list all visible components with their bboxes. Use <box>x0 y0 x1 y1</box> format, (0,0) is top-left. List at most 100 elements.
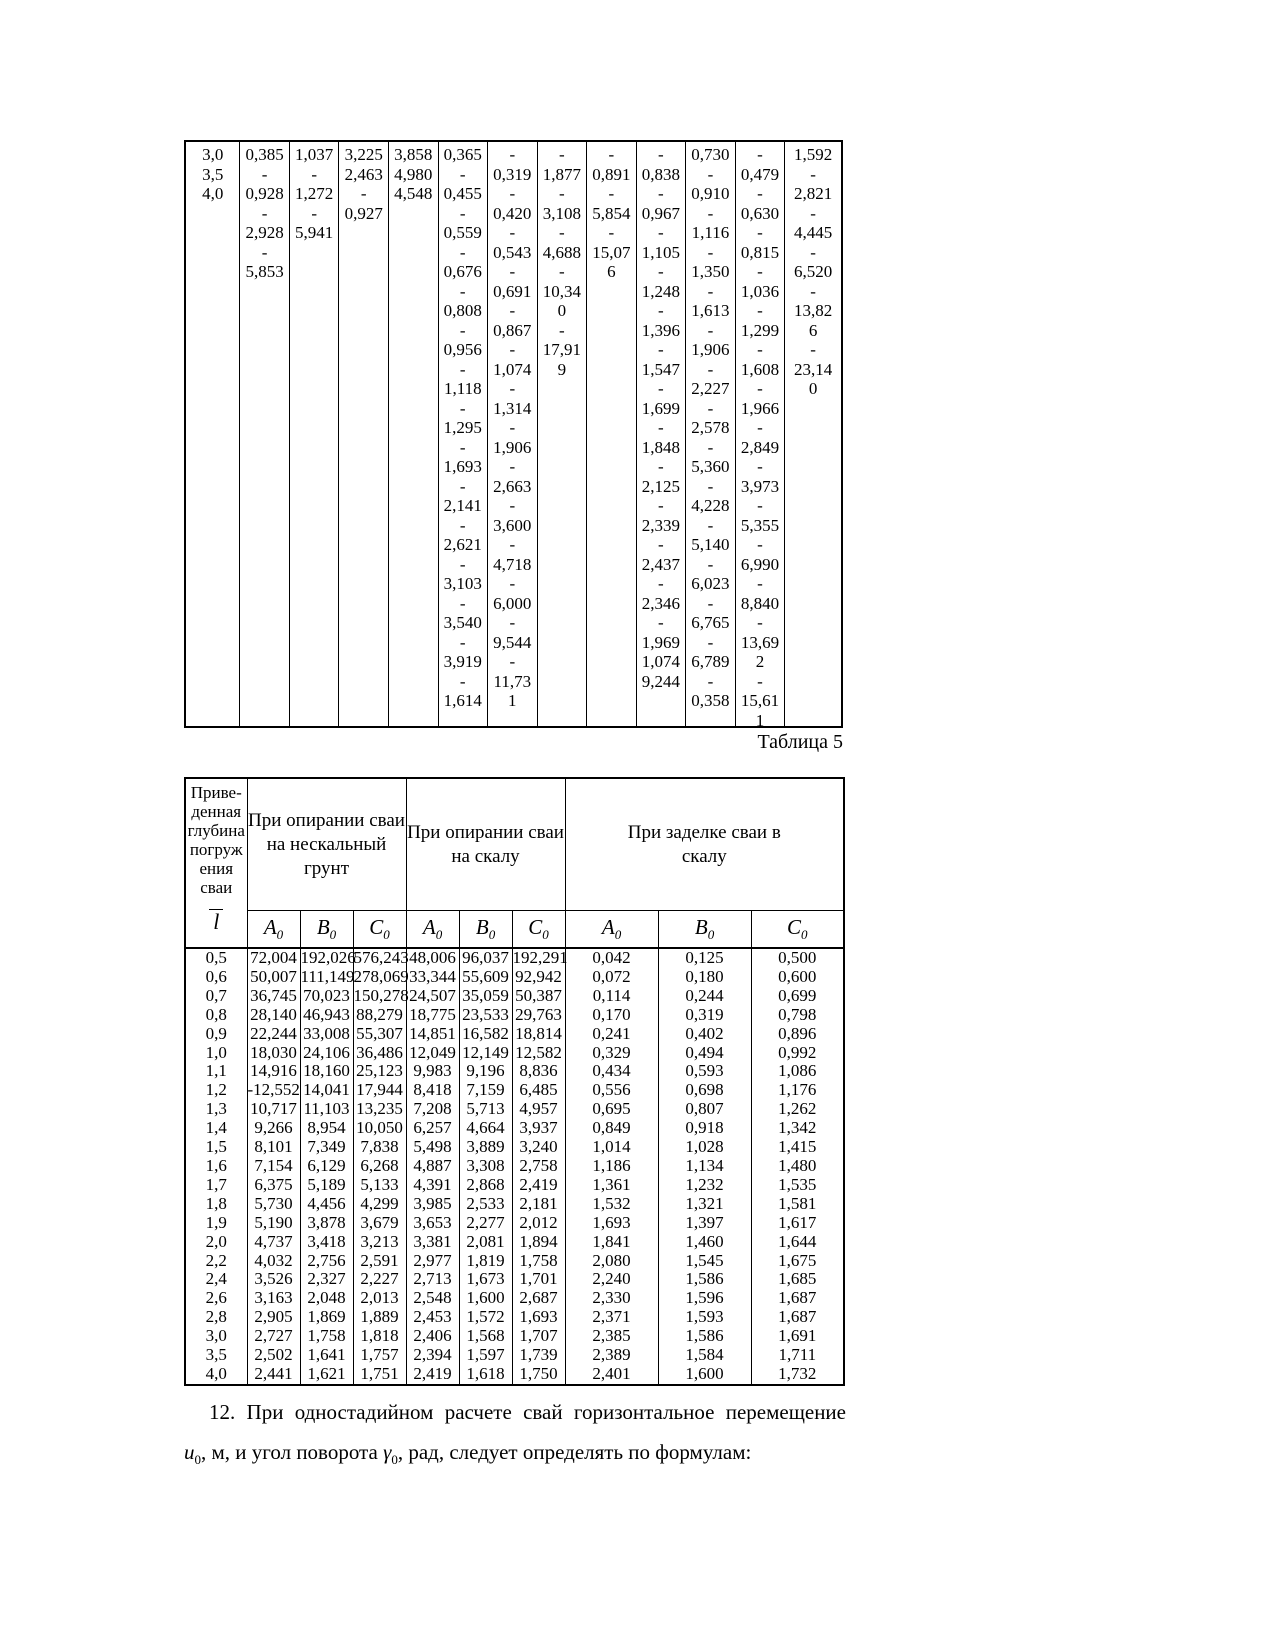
table1-cell-line: - <box>459 515 466 535</box>
subheader-B0: B0 <box>299 910 354 949</box>
table1-cell-line: 2,437 <box>641 554 681 574</box>
table1-cell-line: - <box>707 671 714 691</box>
table5-rowheader-cell: Приве-денная глубина погруж ения сваи l <box>184 777 248 949</box>
table5-value-cell: 3,240 <box>511 1137 566 1157</box>
table5-value-cell: 3,526 <box>246 1270 301 1290</box>
subheader-A0: A0 <box>564 910 659 949</box>
table1-cell-line: - <box>509 340 516 359</box>
table5-value-cell: 3,381 <box>405 1232 460 1252</box>
table1-cell-line: 1,295 <box>443 418 482 437</box>
table5-value-cell: 1,086 <box>750 1062 845 1082</box>
table5-value-cell: 29,763 <box>511 1005 566 1025</box>
table5-value-cell: 25,123 <box>352 1062 407 1082</box>
rowheader-line: глубина <box>187 821 245 840</box>
table5-value-cell: 28,140 <box>246 1005 301 1025</box>
table5-value-cell: 5,498 <box>405 1137 460 1157</box>
table1-cell-line: - <box>459 164 466 184</box>
table1-cell-line: 0,867 <box>493 320 532 340</box>
table1-cell-line: 3,5 <box>202 164 224 184</box>
table1-cell-line: 6,023 <box>691 574 730 593</box>
table5-value-cell: 3,308 <box>458 1156 513 1176</box>
table1-cell-line: 3,0 <box>202 145 224 164</box>
table5-depth-cell: 2,6 <box>184 1288 248 1309</box>
table1-cell-line: - <box>261 164 268 184</box>
table5-value-cell: -12,552 <box>246 1080 301 1101</box>
table5-depth-cell: 2,0 <box>184 1232 248 1252</box>
table1-column: 3,0 3,5 4,0 <box>186 142 241 726</box>
table5-value-cell: 0,699 <box>750 986 845 1006</box>
table5-row: 2,4 3,526 2,327 2,227 2,713 1,673 1,701 2,240 1,… <box>184 1270 845 1290</box>
table1-cell-line: 15,07 <box>592 242 631 262</box>
table5-depth-cell: 1,2 <box>184 1080 248 1101</box>
u-subscript: 0 <box>194 1452 202 1468</box>
table5-value-cell: 1,572 <box>458 1307 513 1328</box>
table5-value-cell: 2,713 <box>405 1270 460 1290</box>
table5-value-cell: 50,387 <box>511 986 566 1006</box>
table5-value-cell: 6,129 <box>299 1156 354 1176</box>
table5-value-cell: 2,080 <box>564 1251 659 1271</box>
table1-cell-line: - <box>658 418 664 437</box>
table5-value-cell: 2,330 <box>564 1288 659 1309</box>
table5-depth-cell: 1,5 <box>184 1137 248 1157</box>
table5-value-cell: 0,698 <box>657 1080 752 1101</box>
table5-depth-cell: 3,5 <box>184 1345 248 1365</box>
table1-cell-line: 6,789 <box>691 652 730 671</box>
table5-value-cell: 0,170 <box>564 1005 659 1025</box>
table5-value-cell: 1,894 <box>511 1232 566 1252</box>
table5-row: 0,8 28,140 46,943 88,279 18,775 23,533 29,763 0… <box>184 1005 845 1025</box>
table5-value-cell: 4,032 <box>246 1251 301 1271</box>
table5-value-cell: 14,851 <box>405 1024 460 1044</box>
table1-cell-line: 0,543 <box>493 242 532 262</box>
table5-value-cell: 0,180 <box>657 967 752 987</box>
table5-value-cell: 2,327 <box>299 1270 354 1290</box>
table1-cell-line: 0,479 <box>740 164 780 184</box>
table1-cell-line: - <box>459 398 466 418</box>
table1-cell-line: - <box>608 184 615 203</box>
table1-cell-line: - <box>459 437 466 457</box>
table1-cell-line: - <box>658 496 664 515</box>
table5-value-cell: 88,279 <box>352 1005 407 1025</box>
table5-row: 3,5 2,502 1,641 1,757 2,394 1,597 1,739 2,389 1,… <box>184 1345 845 1365</box>
table5-value-cell: 18,030 <box>246 1043 301 1063</box>
table1-cell-line: - <box>509 535 516 554</box>
table1-cell-line: 5,853 <box>245 262 284 281</box>
table5-value-cell: 12,582 <box>511 1043 566 1063</box>
table5-value-cell: 2,394 <box>405 1345 460 1365</box>
table5-value-cell: 1,232 <box>657 1175 752 1195</box>
table5-value-cell: 2,385 <box>564 1326 659 1347</box>
table5-value-cell: 2,453 <box>405 1307 460 1328</box>
table5-value-cell: 9,196 <box>458 1062 513 1082</box>
table1-cell-line: 1 <box>508 691 517 710</box>
table5-value-cell: 7,154 <box>246 1156 301 1176</box>
table1-cell-line: - <box>459 203 466 223</box>
table1-column: -0,479-0,630-0,815-1,036-1,299-1,608-1,9… <box>736 142 786 726</box>
table1-cell-line: 6,990 <box>740 554 780 574</box>
table5-value-cell: 92,942 <box>511 967 566 987</box>
table5-value-cell: 12,049 <box>405 1043 460 1063</box>
table1-cell-line: - <box>459 242 466 262</box>
table5-value-cell: 1,568 <box>458 1326 513 1347</box>
table1-cell-line: 2,849 <box>740 437 780 457</box>
table1-cell-line: 3,225 <box>344 145 383 164</box>
table5-value-cell: 2,227 <box>352 1270 407 1290</box>
table1-cell-line: 1,074 <box>493 359 532 379</box>
table5-value-cell: 3,889 <box>458 1137 513 1157</box>
table1-cell-line: - <box>810 242 816 262</box>
table1-column: 3,225 2,463-0,927 <box>339 142 389 726</box>
table5-value-cell: 0,125 <box>657 948 752 968</box>
depth-symbol-wrap: l <box>186 909 247 936</box>
table5-value-cell: 3,985 <box>405 1194 460 1214</box>
group-header-soil: При опирании сваи на нескальный грунт <box>246 777 407 911</box>
table5-depth-cell: 3,0 <box>184 1326 248 1347</box>
table5-value-cell: 0,434 <box>564 1062 659 1082</box>
table5-value-cell: 5,190 <box>246 1213 301 1233</box>
table5-row: 1,1 14,916 18,160 25,123 9,983 9,196 8,836 0,43… <box>184 1062 845 1082</box>
table1-cell-line: 1,074 <box>641 652 681 671</box>
table5-value-cell: 12,149 <box>458 1043 513 1063</box>
table1-cell-line: 3,919 <box>443 652 482 671</box>
table1-cell-line: 5,941 <box>295 223 334 242</box>
table1-column: 1,592-2,821-4,445-6,520-13,82 6-23,14 0 <box>785 142 841 726</box>
table1-cell-line: 0,420 <box>493 203 532 223</box>
table5-value-cell: 0,992 <box>750 1043 845 1063</box>
table1-cell-line: - <box>608 145 615 164</box>
